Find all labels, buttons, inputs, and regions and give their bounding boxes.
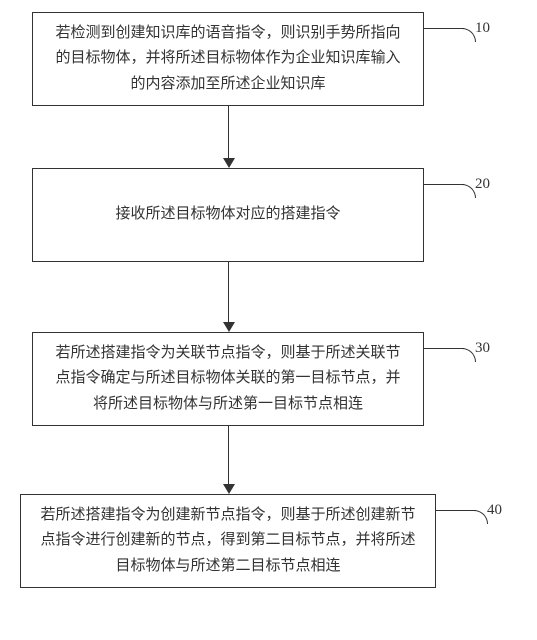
- leader-line: [424, 348, 464, 349]
- arrow-line: [228, 426, 229, 484]
- flowchart-node-n4: 若所述搭建指令为创建新节点指令，则基于所述创建新节点指令进行创建新的节点，得到第…: [20, 494, 436, 588]
- node-label: 30: [475, 340, 490, 357]
- arrow-head-icon: [223, 322, 235, 332]
- leader-curve: [462, 184, 476, 198]
- arrow-head-icon: [223, 484, 235, 494]
- leader-line: [424, 28, 464, 29]
- flowchart-node-n3: 若所述搭建指令为关联节点指令，则基于所述关联节点指令确定与所述目标物体关联的第一…: [32, 332, 424, 426]
- leader-line: [436, 510, 476, 511]
- node-text: 若所述搭建指令为关联节点指令，则基于所述关联节点指令确定与所述目标物体关联的第一…: [49, 341, 407, 418]
- flowchart-node-n2: 接收所述目标物体对应的搭建指令: [32, 168, 424, 262]
- node-text: 若检测到创建知识库的语音指令，则识别手势所指向的目标物体，并将所述目标物体作为企…: [49, 21, 407, 98]
- leader-curve: [462, 28, 476, 42]
- node-label: 20: [475, 176, 490, 193]
- arrow-head-icon: [223, 158, 235, 168]
- flowchart-container: 若检测到创建知识库的语音指令，则识别手势所指向的目标物体，并将所述目标物体作为企…: [0, 0, 537, 640]
- node-label: 40: [487, 502, 502, 519]
- arrow-line: [228, 106, 229, 158]
- flowchart-node-n1: 若检测到创建知识库的语音指令，则识别手势所指向的目标物体，并将所述目标物体作为企…: [32, 12, 424, 106]
- leader-line: [424, 184, 464, 185]
- node-label: 10: [475, 20, 490, 37]
- arrow-line: [228, 262, 229, 322]
- leader-curve: [462, 348, 476, 362]
- node-text: 接收所述目标物体对应的搭建指令: [115, 202, 340, 228]
- node-text: 若所述搭建指令为创建新节点指令，则基于所述创建新节点指令进行创建新的节点，得到第…: [37, 503, 419, 580]
- leader-curve: [474, 510, 488, 524]
